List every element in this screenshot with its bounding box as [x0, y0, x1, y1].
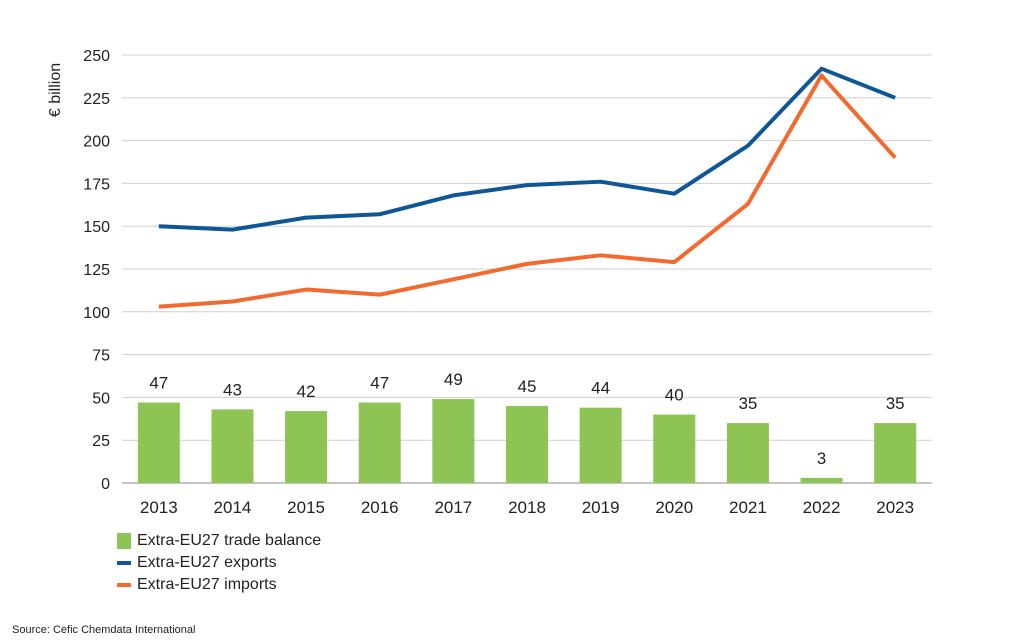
legend-label-trade-balance: Extra-EU27 trade balance	[137, 532, 322, 549]
legend-swatch-imports	[117, 583, 131, 587]
bar	[579, 407, 622, 483]
x-tick-label: 2017	[434, 498, 472, 517]
x-tick-label: 2014	[214, 498, 252, 517]
bar-data-label: 47	[370, 374, 389, 393]
x-tick-label: 2021	[729, 498, 767, 517]
bar	[211, 409, 254, 483]
x-tick-label: 2020	[655, 498, 693, 517]
bar-data-label: 43	[223, 380, 242, 399]
bar	[137, 402, 180, 483]
legend: Extra-EU27 trade balance Extra-EU27 expo…	[117, 530, 321, 596]
bar	[285, 411, 328, 483]
y-tick-label: 0	[101, 476, 110, 493]
line-extra-eu27-exports	[158, 66, 896, 232]
x-tick-label: 2015	[287, 498, 325, 517]
bar-data-label: 49	[444, 370, 463, 389]
legend-item-imports: Extra-EU27 imports	[117, 574, 321, 596]
bar	[800, 477, 843, 483]
y-tick-label: 150	[83, 219, 110, 236]
x-tick-label: 2018	[508, 498, 546, 517]
x-tick-label: 2013	[140, 498, 178, 517]
y-axis-label: € billion	[47, 63, 64, 117]
y-tick-label: 75	[92, 348, 110, 365]
bar	[432, 399, 475, 483]
bar	[874, 423, 917, 483]
y-tick-label: 25	[92, 433, 110, 450]
legend-item-trade-balance: Extra-EU27 trade balance	[117, 530, 321, 552]
y-tick-label: 175	[83, 176, 110, 193]
x-tick-label: 2022	[803, 498, 841, 517]
x-tick-label: 2023	[876, 498, 914, 517]
bar-data-label: 47	[149, 374, 168, 393]
line-extra-eu27-imports	[158, 73, 897, 309]
legend-label-exports: Extra-EU27 exports	[137, 554, 277, 571]
bar-data-label: 35	[738, 394, 757, 413]
bar-data-label: 42	[297, 382, 316, 401]
bar-data-label: 3	[817, 449, 826, 468]
bar-data-label: 45	[518, 377, 537, 396]
y-tick-label: 225	[83, 91, 110, 108]
y-tick-label: 100	[83, 305, 110, 322]
source-note: Source: Cefic Chemdata International	[12, 624, 196, 636]
bar	[726, 423, 769, 483]
y-tick-label: 200	[83, 134, 110, 151]
y-tick-label: 250	[83, 48, 110, 65]
bar-data-label: 35	[886, 394, 905, 413]
y-tick-label: 50	[92, 390, 110, 407]
bar	[506, 405, 548, 483]
bar-data-label: 44	[591, 379, 610, 398]
legend-swatch-trade-balance	[117, 533, 131, 549]
x-tick-label: 2016	[361, 498, 399, 517]
bar	[358, 402, 401, 483]
legend-swatch-exports	[117, 561, 131, 565]
legend-label-imports: Extra-EU27 imports	[137, 576, 277, 593]
bar	[653, 414, 696, 483]
x-tick-label: 2019	[582, 498, 620, 517]
bar-data-label: 40	[665, 386, 684, 405]
y-tick-label: 125	[83, 262, 110, 279]
legend-item-exports: Extra-EU27 exports	[117, 552, 321, 574]
